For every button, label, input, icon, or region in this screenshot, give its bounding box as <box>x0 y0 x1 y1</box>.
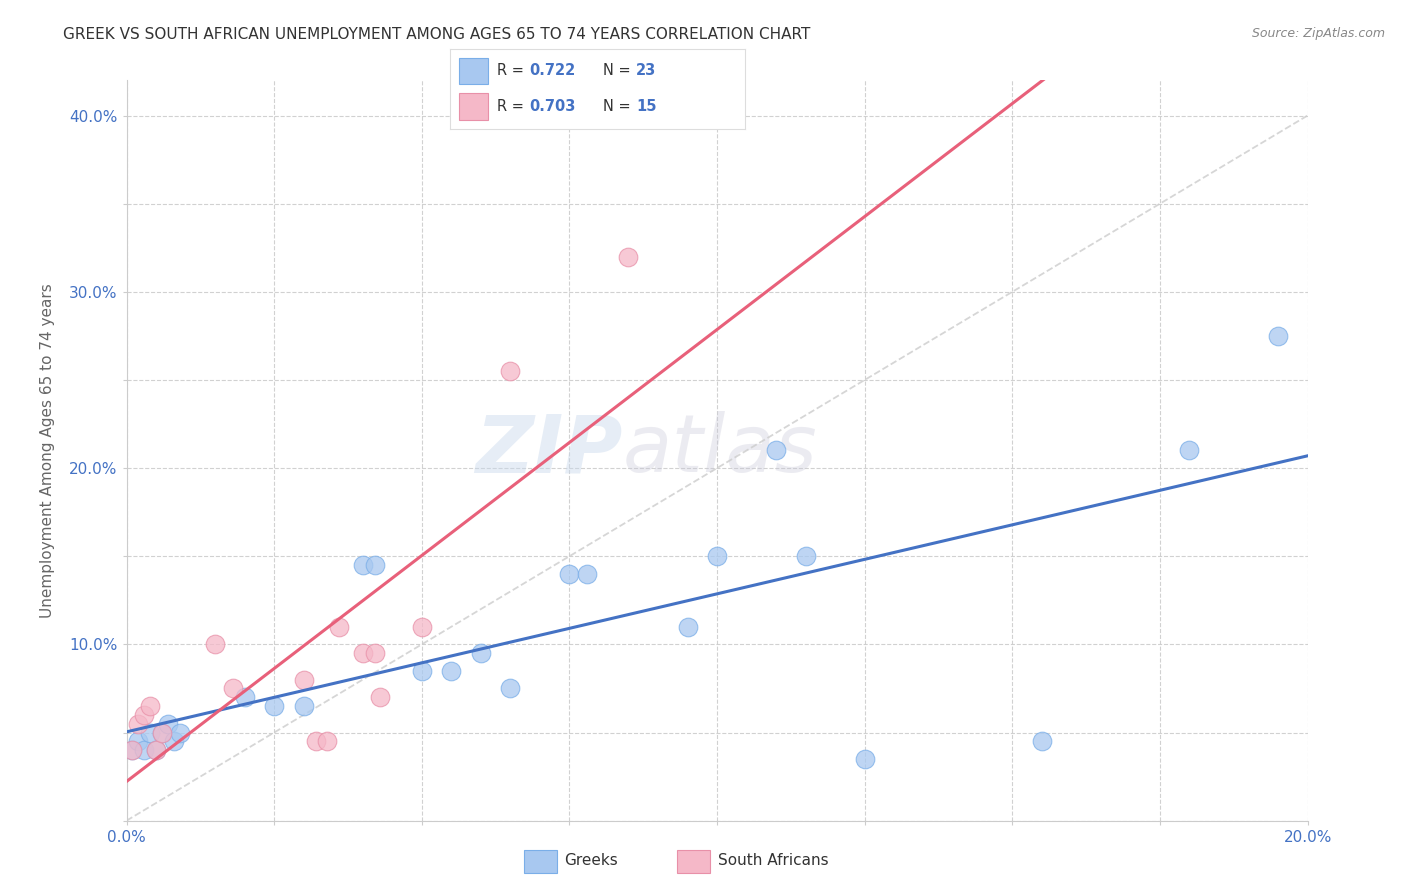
Text: N =: N = <box>603 63 636 78</box>
Y-axis label: Unemployment Among Ages 65 to 74 years: Unemployment Among Ages 65 to 74 years <box>41 283 55 618</box>
Point <box>127 716 149 731</box>
Point <box>150 725 173 739</box>
FancyBboxPatch shape <box>524 850 557 873</box>
Point <box>470 646 492 660</box>
Point <box>440 664 463 678</box>
Point <box>156 716 179 731</box>
Point <box>292 699 315 714</box>
Point <box>134 707 156 722</box>
Point <box>765 443 787 458</box>
Point <box>127 734 149 748</box>
Text: Greeks: Greeks <box>564 854 617 868</box>
Point <box>676 620 699 634</box>
Point <box>139 725 162 739</box>
Point <box>352 646 374 660</box>
Point <box>853 752 876 766</box>
Point <box>411 620 433 634</box>
Point <box>163 734 186 748</box>
FancyBboxPatch shape <box>458 94 488 120</box>
Point <box>794 549 817 564</box>
FancyBboxPatch shape <box>458 58 488 85</box>
Text: N =: N = <box>603 98 636 113</box>
Point <box>292 673 315 687</box>
FancyBboxPatch shape <box>678 850 710 873</box>
Point <box>706 549 728 564</box>
Point <box>145 743 167 757</box>
Point <box>304 734 326 748</box>
Point <box>169 725 191 739</box>
Text: Source: ZipAtlas.com: Source: ZipAtlas.com <box>1251 27 1385 40</box>
Point <box>1178 443 1201 458</box>
Point <box>139 699 162 714</box>
Point <box>1031 734 1053 748</box>
Point <box>204 637 226 651</box>
Point <box>222 681 245 696</box>
Text: South Africans: South Africans <box>717 854 828 868</box>
Point <box>121 743 143 757</box>
Text: ZIP: ZIP <box>475 411 623 490</box>
Point <box>134 743 156 757</box>
Point <box>363 558 385 572</box>
Point <box>352 558 374 572</box>
Text: R =: R = <box>498 98 529 113</box>
Point <box>499 681 522 696</box>
Text: 0.703: 0.703 <box>530 98 576 113</box>
Point <box>316 734 339 748</box>
Point <box>263 699 285 714</box>
Point <box>328 620 350 634</box>
Point <box>233 690 256 705</box>
Text: GREEK VS SOUTH AFRICAN UNEMPLOYMENT AMONG AGES 65 TO 74 YEARS CORRELATION CHART: GREEK VS SOUTH AFRICAN UNEMPLOYMENT AMON… <box>63 27 811 42</box>
Text: 23: 23 <box>636 63 657 78</box>
Point <box>145 743 167 757</box>
Point <box>121 743 143 757</box>
Point <box>150 725 173 739</box>
Point <box>411 664 433 678</box>
Point <box>617 250 640 264</box>
Text: 0.722: 0.722 <box>530 63 576 78</box>
Text: atlas: atlas <box>623 411 817 490</box>
Point <box>576 566 599 581</box>
Point <box>1267 329 1289 343</box>
Text: 15: 15 <box>636 98 657 113</box>
Point <box>370 690 392 705</box>
Text: R =: R = <box>498 63 529 78</box>
Point <box>558 566 581 581</box>
Point <box>363 646 385 660</box>
Point <box>499 364 522 378</box>
